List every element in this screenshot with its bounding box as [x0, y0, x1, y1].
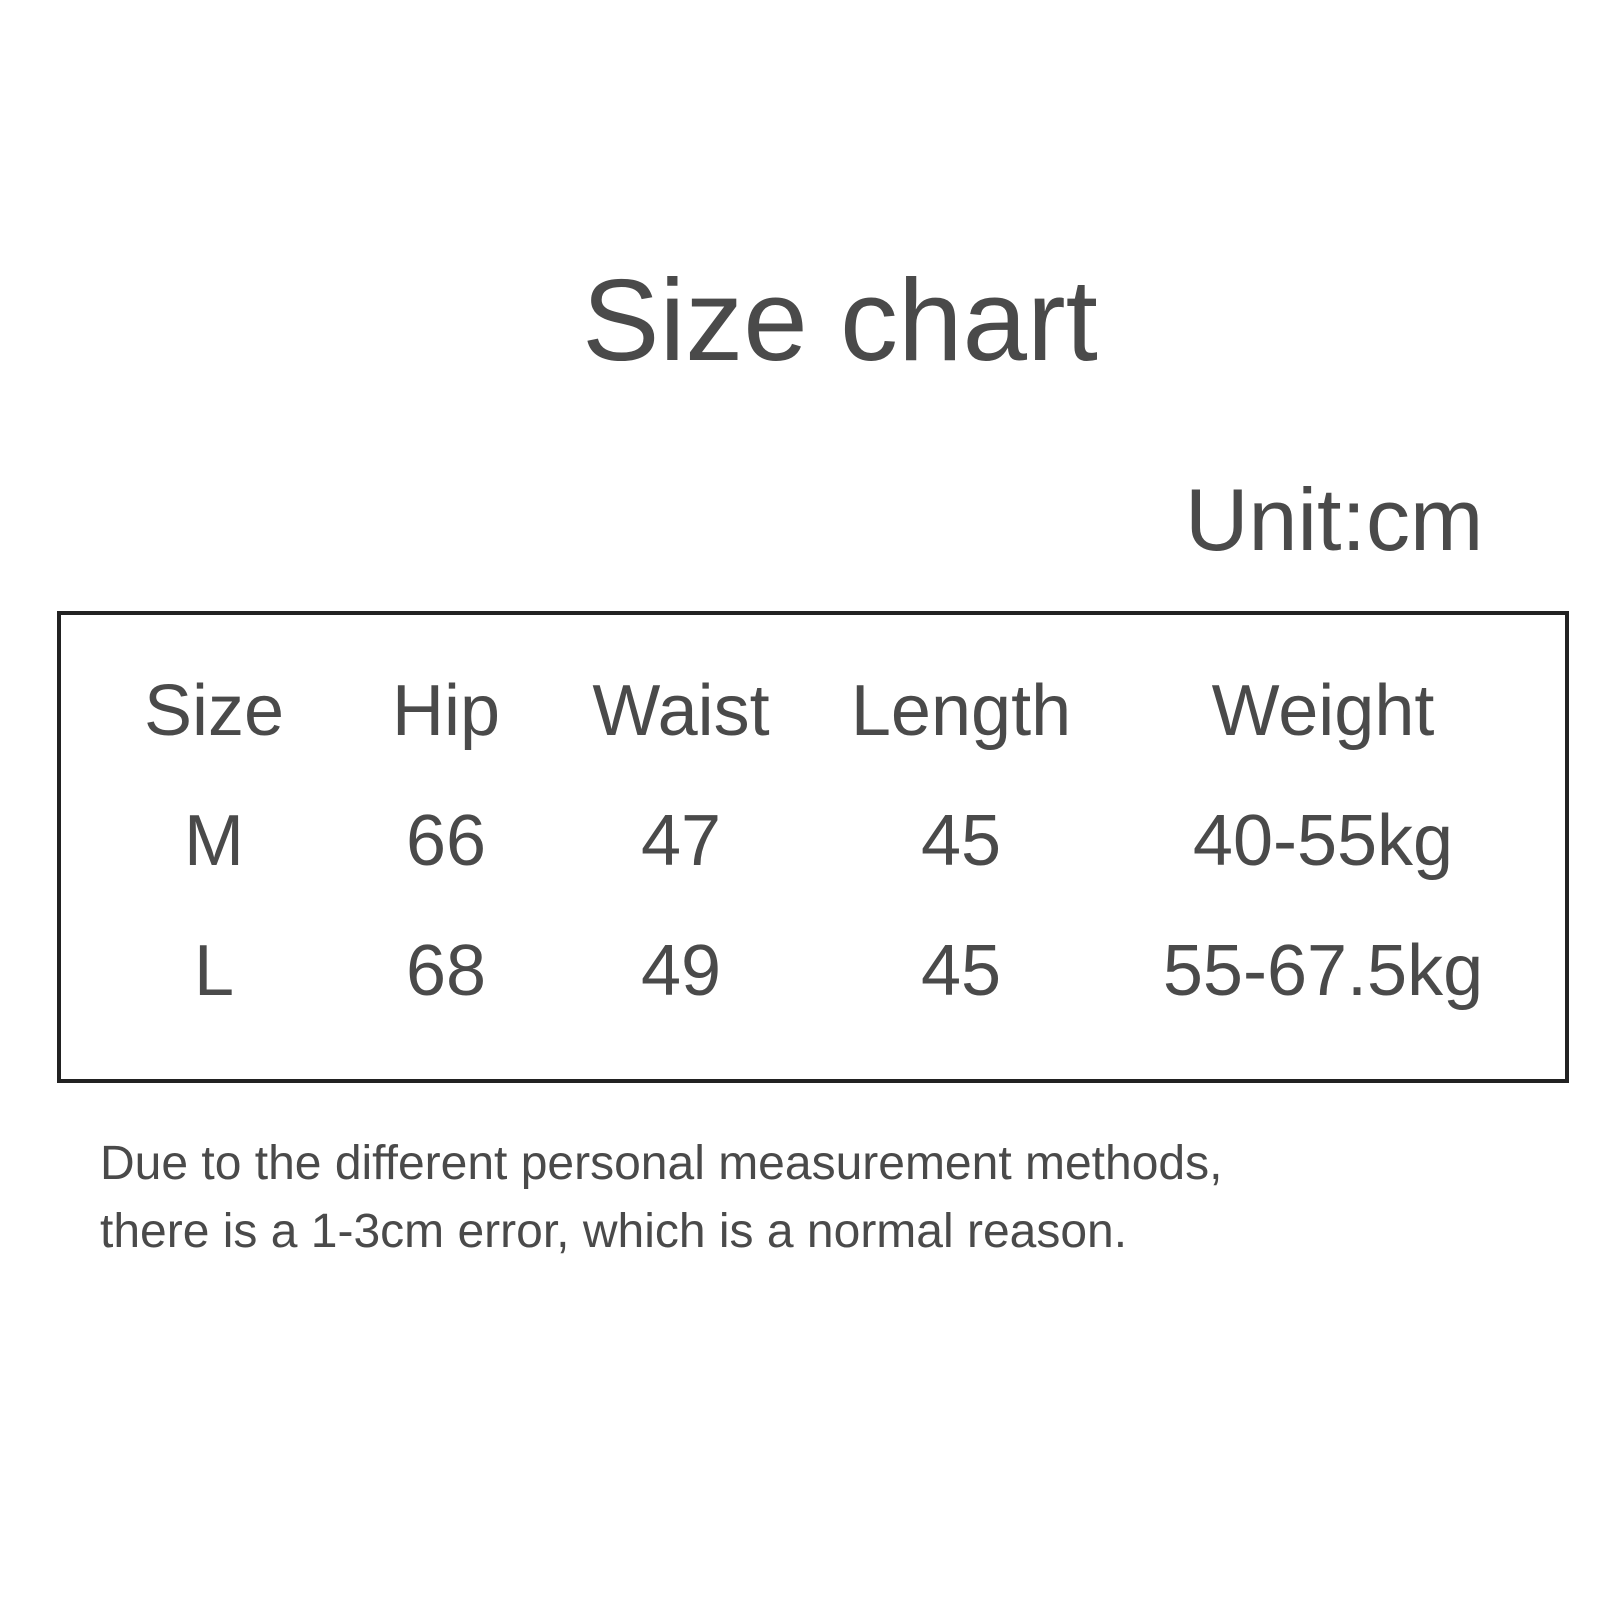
- note-line-2: there is a 1-3cm error, which is a norma…: [100, 1205, 1128, 1258]
- cell-size: M: [184, 801, 244, 881]
- cell-weight: 55-67.5kg: [1162, 931, 1484, 1011]
- header-hip: Hip: [391, 671, 501, 751]
- table-header-row: Size Hip Waist Length Weight: [61, 661, 1565, 761]
- cell-waist: 49: [640, 931, 722, 1011]
- header-size: Size: [143, 671, 285, 751]
- cell-hip: 66: [405, 801, 487, 881]
- cell-length: 45: [920, 931, 1002, 1011]
- table-row: M 66 47 45 40-55kg: [61, 791, 1565, 891]
- cell-length: 45: [920, 801, 1002, 881]
- cell-waist: 47: [640, 801, 722, 881]
- cell-size: L: [193, 931, 235, 1011]
- header-waist: Waist: [592, 671, 770, 751]
- measurement-note: Due to the different personal measuremen…: [100, 1130, 1222, 1266]
- header-length: Length: [850, 671, 1072, 751]
- size-table: Size Hip Waist Length Weight M 66 47 45 …: [57, 611, 1569, 1083]
- cell-weight: 40-55kg: [1192, 801, 1454, 881]
- table-row: L 68 49 45 55-67.5kg: [61, 921, 1565, 1021]
- page-title: Size chart: [582, 255, 1098, 385]
- unit-label: Unit:cm: [1185, 470, 1484, 569]
- note-line-1: Due to the different personal measuremen…: [100, 1137, 1223, 1190]
- cell-hip: 68: [405, 931, 487, 1011]
- header-weight: Weight: [1211, 671, 1435, 751]
